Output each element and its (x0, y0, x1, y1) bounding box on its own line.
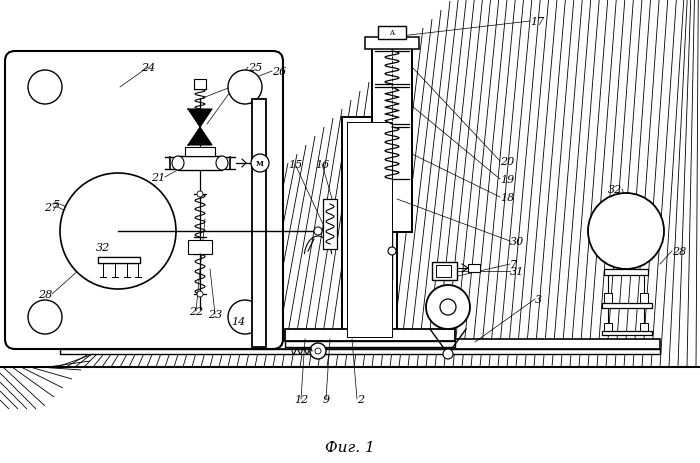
Text: 27: 27 (43, 202, 58, 213)
Bar (640, 323, 648, 332)
Text: 30: 30 (510, 237, 524, 246)
Bar (604, 269, 648, 275)
Text: A: A (389, 29, 395, 37)
Bar (347, 123, 392, 337)
Circle shape (315, 348, 321, 354)
Bar (188, 240, 212, 255)
Text: 5: 5 (53, 200, 60, 210)
Bar (604, 323, 612, 332)
Text: 28: 28 (38, 289, 52, 300)
FancyBboxPatch shape (5, 52, 283, 349)
Bar (185, 148, 215, 156)
Bar (602, 303, 652, 308)
Bar (98, 257, 140, 263)
Bar (602, 332, 652, 335)
Text: 32: 32 (608, 185, 622, 194)
Bar (98, 257, 140, 263)
Circle shape (310, 343, 326, 359)
Circle shape (60, 174, 176, 289)
Bar (372, 48, 412, 232)
Text: 9: 9 (323, 394, 330, 404)
Bar (252, 100, 266, 347)
Bar (432, 263, 457, 281)
Ellipse shape (216, 156, 228, 171)
Circle shape (197, 192, 203, 198)
Bar (60, 339, 660, 349)
Text: 24: 24 (141, 63, 155, 73)
Circle shape (197, 291, 203, 297)
Text: Фиг. 1: Фиг. 1 (325, 440, 375, 454)
Bar (604, 294, 612, 303)
Text: M: M (256, 160, 264, 168)
Circle shape (443, 349, 453, 359)
Circle shape (314, 227, 322, 236)
Circle shape (228, 300, 262, 334)
Bar (365, 38, 419, 50)
Circle shape (28, 300, 62, 334)
Circle shape (388, 247, 396, 256)
Bar (640, 294, 648, 303)
Bar (342, 118, 397, 342)
Text: 26: 26 (272, 67, 286, 77)
Circle shape (588, 194, 664, 269)
Bar (285, 329, 455, 341)
Text: 3: 3 (535, 294, 542, 304)
Text: 7: 7 (510, 259, 517, 269)
Circle shape (440, 300, 456, 315)
Text: 25: 25 (248, 63, 262, 73)
Polygon shape (188, 110, 212, 128)
Text: 20: 20 (500, 156, 514, 167)
Text: 17: 17 (530, 17, 545, 27)
Bar (323, 200, 337, 250)
Text: 21: 21 (150, 173, 165, 182)
Text: 16: 16 (315, 160, 329, 169)
Text: 12: 12 (294, 394, 308, 404)
Circle shape (28, 71, 62, 105)
Bar (285, 341, 455, 347)
Text: 22: 22 (189, 307, 203, 316)
Text: 15: 15 (288, 160, 302, 169)
Bar (468, 264, 480, 272)
Bar (378, 27, 406, 40)
Text: 23: 23 (208, 309, 222, 319)
Polygon shape (188, 128, 212, 146)
Bar (60, 349, 660, 354)
Bar (194, 80, 206, 90)
Bar (436, 265, 451, 277)
Text: 31: 31 (510, 266, 524, 276)
Ellipse shape (172, 156, 184, 171)
Text: 14: 14 (231, 316, 245, 326)
Text: 18: 18 (500, 193, 514, 203)
Text: 32: 32 (96, 243, 110, 252)
Text: 28: 28 (672, 246, 686, 257)
Circle shape (251, 155, 269, 173)
Circle shape (228, 71, 262, 105)
Bar (178, 156, 222, 171)
Text: 2: 2 (357, 394, 364, 404)
Circle shape (426, 285, 470, 329)
Text: 19: 19 (500, 175, 514, 185)
